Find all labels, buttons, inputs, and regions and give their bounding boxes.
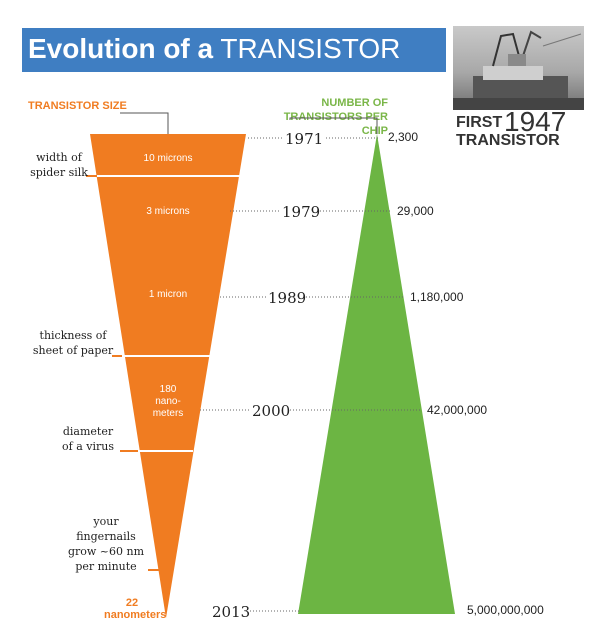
size-22-nanometers: 22 nanometers: [104, 597, 167, 621]
first-transistor-photo: [453, 26, 584, 110]
title-bold: Evolution of a: [28, 33, 214, 64]
count-29000: 29,000: [397, 204, 434, 218]
year-2013: 2013: [212, 603, 251, 621]
size-10-microns: 10 microns: [143, 153, 193, 164]
title-rest: TRANSISTOR: [220, 33, 401, 64]
count-42000000: 42,000,000: [427, 403, 488, 417]
first-label: FIRST: [456, 114, 503, 131]
size-header-connector: [120, 112, 169, 134]
comparison-paper: thickness of sheet of paper: [32, 329, 114, 357]
transistor-size-header: TRANSISTOR SIZE: [28, 100, 127, 112]
comparison-fingernails: your fingernails grow ~60 nm per minute: [67, 515, 145, 573]
size-triangle: [90, 134, 246, 618]
page-title: Evolution of a TRANSISTOR: [28, 33, 400, 65]
size-180-nanometers: 180 nano- meters: [152, 384, 184, 419]
year-1989: 1989: [268, 289, 307, 307]
year-2000: 2000: [252, 402, 291, 420]
first-year: 1947: [504, 106, 567, 137]
size-1-micron: 1 micron: [148, 289, 188, 300]
count-header-connector: [289, 117, 378, 134]
transistors-per-chip-header: NUMBER OF TRANSISTORS PER CHIP: [283, 97, 388, 137]
year-1979: 1979: [282, 203, 321, 221]
count-2300: 2,300: [388, 130, 419, 144]
comparison-spider-silk: width of spider silk: [30, 151, 88, 179]
count-1180000: 1,180,000: [410, 290, 464, 304]
size-3-microns: 3 microns: [146, 206, 190, 217]
count-5000000000: 5,000,000,000: [467, 603, 544, 617]
year-1971: 1971: [285, 130, 324, 148]
title-banner: [22, 28, 446, 72]
comparison-virus: diameter of a virus: [62, 425, 114, 453]
count-triangle: [298, 134, 455, 614]
transistor-label: TRANSISTOR: [456, 132, 560, 149]
